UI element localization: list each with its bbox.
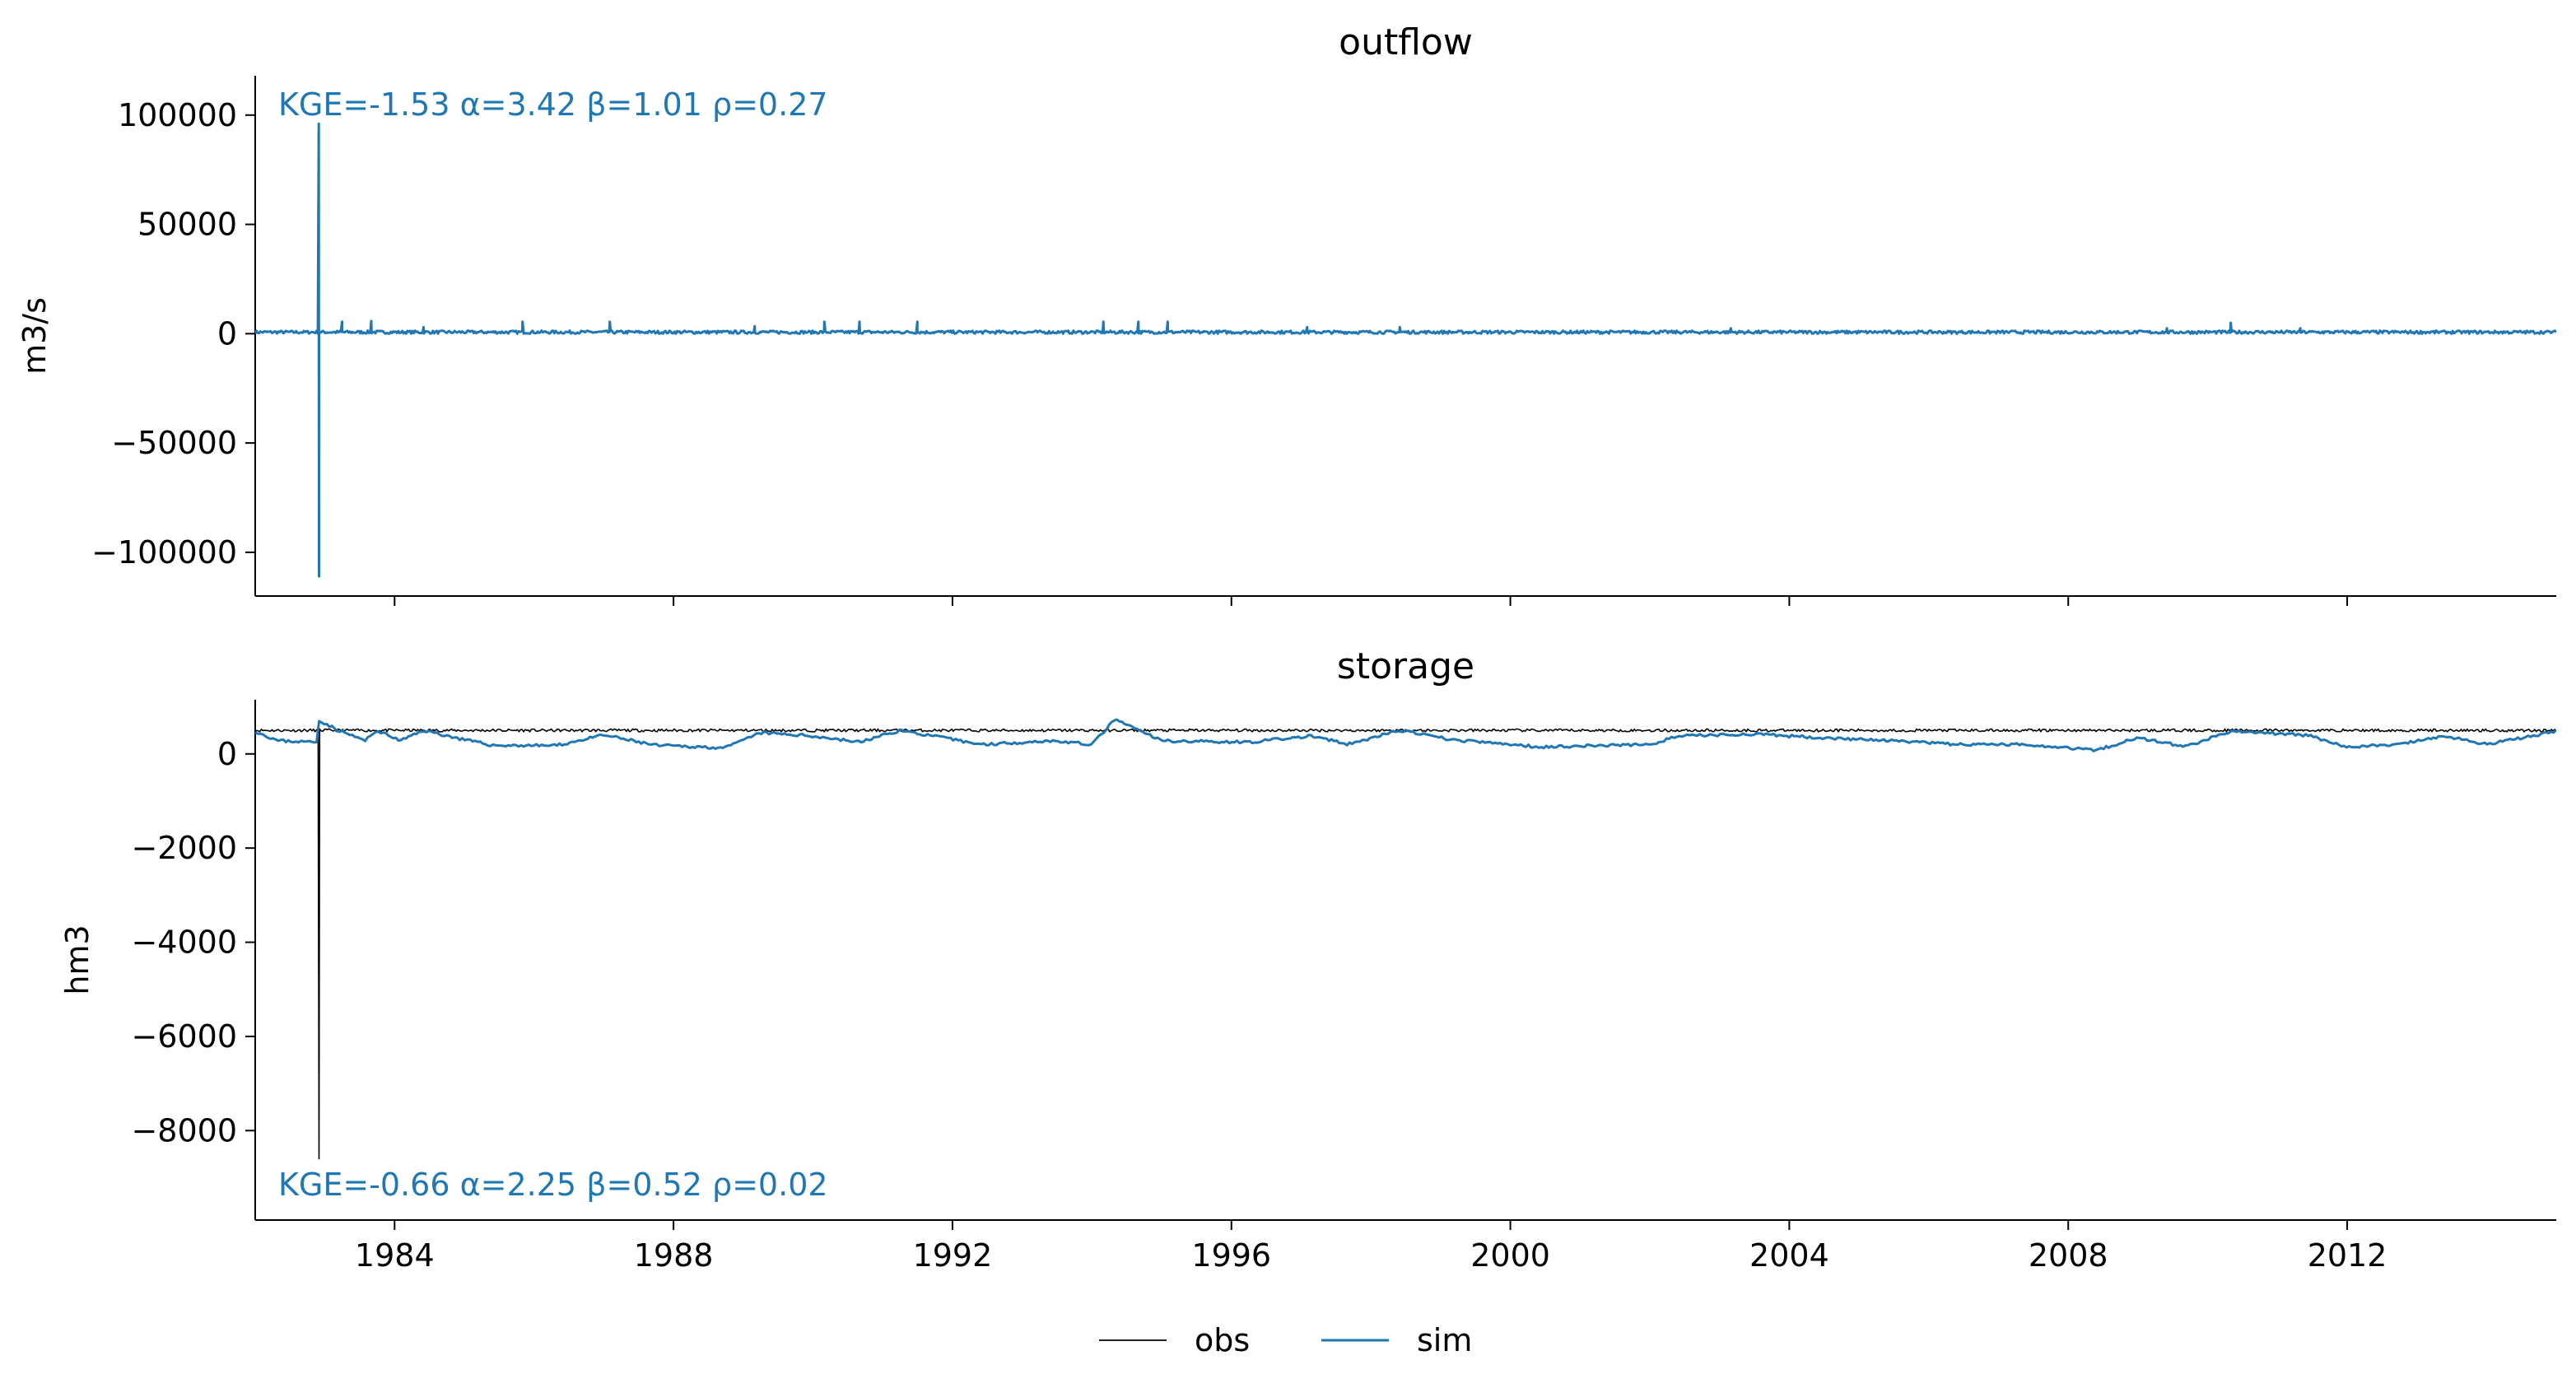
kge-annotation: KGE=-1.53 α=3.42 β=1.01 ρ=0.27 — [278, 86, 828, 123]
x-tick-label: 1984 — [355, 1237, 435, 1274]
y-tick-label: −8000 — [131, 1112, 237, 1148]
legend-label-obs: obs — [1195, 1322, 1250, 1358]
legend-label-sim: sim — [1417, 1322, 1472, 1358]
chart-title: outflow — [1339, 21, 1473, 63]
series-line-sim — [255, 718, 2556, 752]
legend: obs sim — [1099, 1322, 1472, 1358]
y-axis-label: m3/s — [16, 297, 53, 375]
y-tick-label: 0 — [217, 315, 237, 352]
storage-panel: storage hm3 0 −2000 −4000 −6000 −8000 1984 1988 1… — [59, 645, 2556, 1274]
y-tick-label: 0 — [217, 736, 237, 772]
y-tick-label: −100000 — [91, 534, 237, 571]
y-tick-label: −2000 — [131, 830, 237, 866]
x-tick-label: 2000 — [1470, 1237, 1550, 1274]
kge-annotation: KGE=-0.66 α=2.25 β=0.52 ρ=0.02 — [278, 1167, 828, 1203]
x-tick-label: 1988 — [634, 1237, 714, 1274]
y-axis-label: hm3 — [59, 925, 95, 994]
x-tick-label: 2004 — [1749, 1237, 1829, 1274]
x-tick-label: 2008 — [2029, 1237, 2108, 1274]
chart-title: storage — [1337, 645, 1474, 687]
x-tick-label: 1992 — [913, 1237, 993, 1274]
y-tick-label: 50000 — [137, 207, 237, 243]
series-line-obs — [255, 728, 2556, 1160]
y-tick-label: −50000 — [111, 425, 237, 461]
outflow-panel: outflow m3/s 100000 50000 0 −50000 −100000 KGE=… — [16, 21, 2556, 606]
y-tick-label: −4000 — [131, 925, 237, 961]
y-tick-label: 100000 — [118, 97, 237, 133]
x-tick-label: 2012 — [2308, 1237, 2387, 1274]
series-line-sim — [255, 122, 2556, 578]
x-tick-label: 1996 — [1191, 1237, 1271, 1274]
y-tick-label: −6000 — [131, 1018, 237, 1055]
